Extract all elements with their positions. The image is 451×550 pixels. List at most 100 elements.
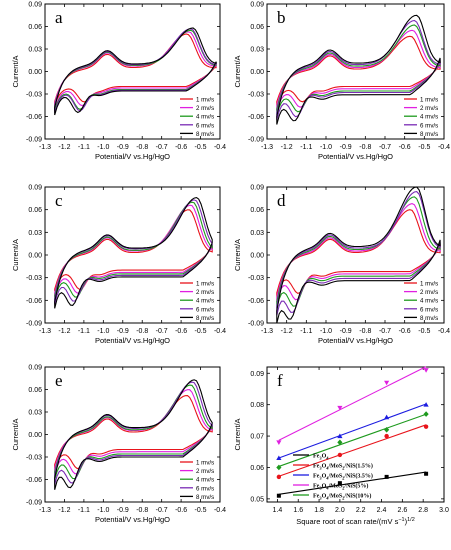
x-tick-label: -1.3 [261,328,273,335]
cv-curves [276,186,441,324]
legend-label-part: O [322,454,327,460]
y-tick-label: 0.08 [250,402,264,409]
legend-label: 2 mv/s [196,468,214,475]
y-tick-label: 0.09 [28,2,42,9]
y-tick-label: 0.06 [250,465,264,472]
x-tick-label: -1.3 [261,144,273,151]
panel-letter: a [55,8,63,27]
y-axis-label: Current/A [233,239,242,271]
data-point [337,452,343,458]
data-point [276,440,282,445]
x-tick-label: -0.7 [379,328,391,335]
x-tick-label: -0.4 [214,507,226,514]
x-axis-label-part: ) [405,517,408,526]
x-tick-label: -0.9 [340,144,352,151]
y-tick-label: -0.03 [248,275,264,282]
legend: 1 mv/s2 mv/s 4 mv/s6 mv/s 8 mv/s [180,281,214,322]
data-point [337,433,343,439]
panels-layer: -1.3 -1.2 -1.1 -1.0 -0.9 -0.8 -0.7 -0.6 -0.5 -0.4… [11,2,450,527]
data-point [384,380,390,386]
legend-label: 4 mv/s [420,298,438,305]
x-tick-label: -1.2 [58,328,70,335]
cv-series-line [276,14,441,125]
x-tick-label: -1.3 [39,328,51,335]
x-tick-label: -1.1 [78,144,90,151]
legend-label-part: 3 [319,456,322,461]
x-tick-label: -0.6 [175,507,187,514]
legend-label-part: O [322,494,327,500]
x-tick-label: -0.5 [195,328,207,335]
data-point [276,493,281,498]
x-tick-label: -1.1 [300,144,312,151]
legend-label: 6 mv/s [420,306,438,313]
chart-panel-b: -1.3 -1.2 -1.1 -1.0 -0.9 -0.8 -0.7 -0.6 -0.5 -0.4… [233,2,450,162]
y-tick-label: 0.00 [28,253,42,260]
legend-label-part: 2 [342,466,345,471]
legend-label: 6 mv/s [196,122,214,129]
chart-panel-d: -1.3 -1.2 -1.1 -1.0 -0.9 -0.8 -0.7 -0.6 -0.5 -0.4… [233,185,450,346]
chart-panel-a: -1.3 -1.2 -1.1 -1.0 -0.9 -0.8 -0.7 -0.6 -0.5 -0.4… [11,2,226,162]
data-point [276,474,282,480]
y-tick-label: 0.03 [250,230,264,237]
cv-series-line [276,186,441,324]
x-tick-label: 1.6 [293,507,303,514]
x-tick-label: -0.6 [175,144,187,151]
x-tick-label: -0.5 [195,144,207,151]
data-point [423,402,429,407]
data-point [384,474,389,479]
y-tick-label: 0.09 [250,185,264,192]
legend-label: 2 mv/s [420,289,438,296]
x-tick-label: -1.0 [320,144,332,151]
legend-label-part: 3 [319,496,322,501]
legend-label: 4 mv/s [420,114,438,121]
y-tick-label: 0.00 [28,69,42,76]
fit-line [278,424,427,477]
x-tick-label: -1.3 [39,507,51,514]
x-tick-label: -1.3 [39,144,51,151]
plot-frame [266,366,445,503]
x-axis-label: Potential/V vs.Hg/HgO [95,152,170,161]
panel-letter: c [55,191,63,210]
legend-label-part: /MoS [328,474,343,480]
legend-label-part: Fe [313,454,320,460]
y-axis-label: Current/A [233,55,242,87]
x-axis-label: Potential/V vs.Hg/HgO [95,515,170,524]
legend-label: Fe3O4/MoS2/NiS(1.5%) [313,463,373,471]
fit-line [278,366,427,441]
y-tick-label: -0.06 [26,114,42,121]
y-tick-label: 0.03 [28,410,42,417]
y-tick-label: 0.06 [250,24,264,31]
x-axis-label-part: −1 [398,517,404,523]
x-tick-label: -1.1 [300,328,312,335]
legend-label-part: 4 [326,486,329,491]
x-tick-label: -1.0 [97,507,109,514]
fit-line [278,471,427,495]
x-tick-label: -0.8 [136,144,148,151]
x-tick-label: -1.0 [97,144,109,151]
legend-label-part: 2 [342,486,345,491]
x-tick-label: -1.0 [97,328,109,335]
legend-label: 6 mv/s [196,485,214,492]
y-tick-label: 0.09 [250,2,264,9]
x-tick-label: -0.7 [379,144,391,151]
data-point [423,424,429,429]
x-tick-label: -0.6 [175,328,187,335]
y-tick-label: -0.06 [26,477,42,484]
data-point [337,405,343,411]
x-tick-label: 2.6 [397,507,407,514]
x-tick-label: -0.7 [156,507,168,514]
legend-label-part: /NiS(5%) [343,483,368,490]
legend-label-part: 4 [326,456,329,461]
x-tick-label: -0.9 [340,328,352,335]
x-tick-label: -0.8 [359,144,371,151]
legend-label-part: 3 [319,466,322,471]
legend-label: Fe3O4 [313,454,329,461]
y-tick-label: -0.09 [26,321,42,328]
legend-label-part: Fe [313,474,320,480]
x-tick-label: -0.4 [438,144,450,151]
x-tick-label: 2.0 [335,507,345,514]
legend-label-part: /MoS [328,484,343,490]
x-axis-label: Potential/V vs.Hg/HgO [318,336,393,345]
legend-label-part: 4 [326,476,329,481]
